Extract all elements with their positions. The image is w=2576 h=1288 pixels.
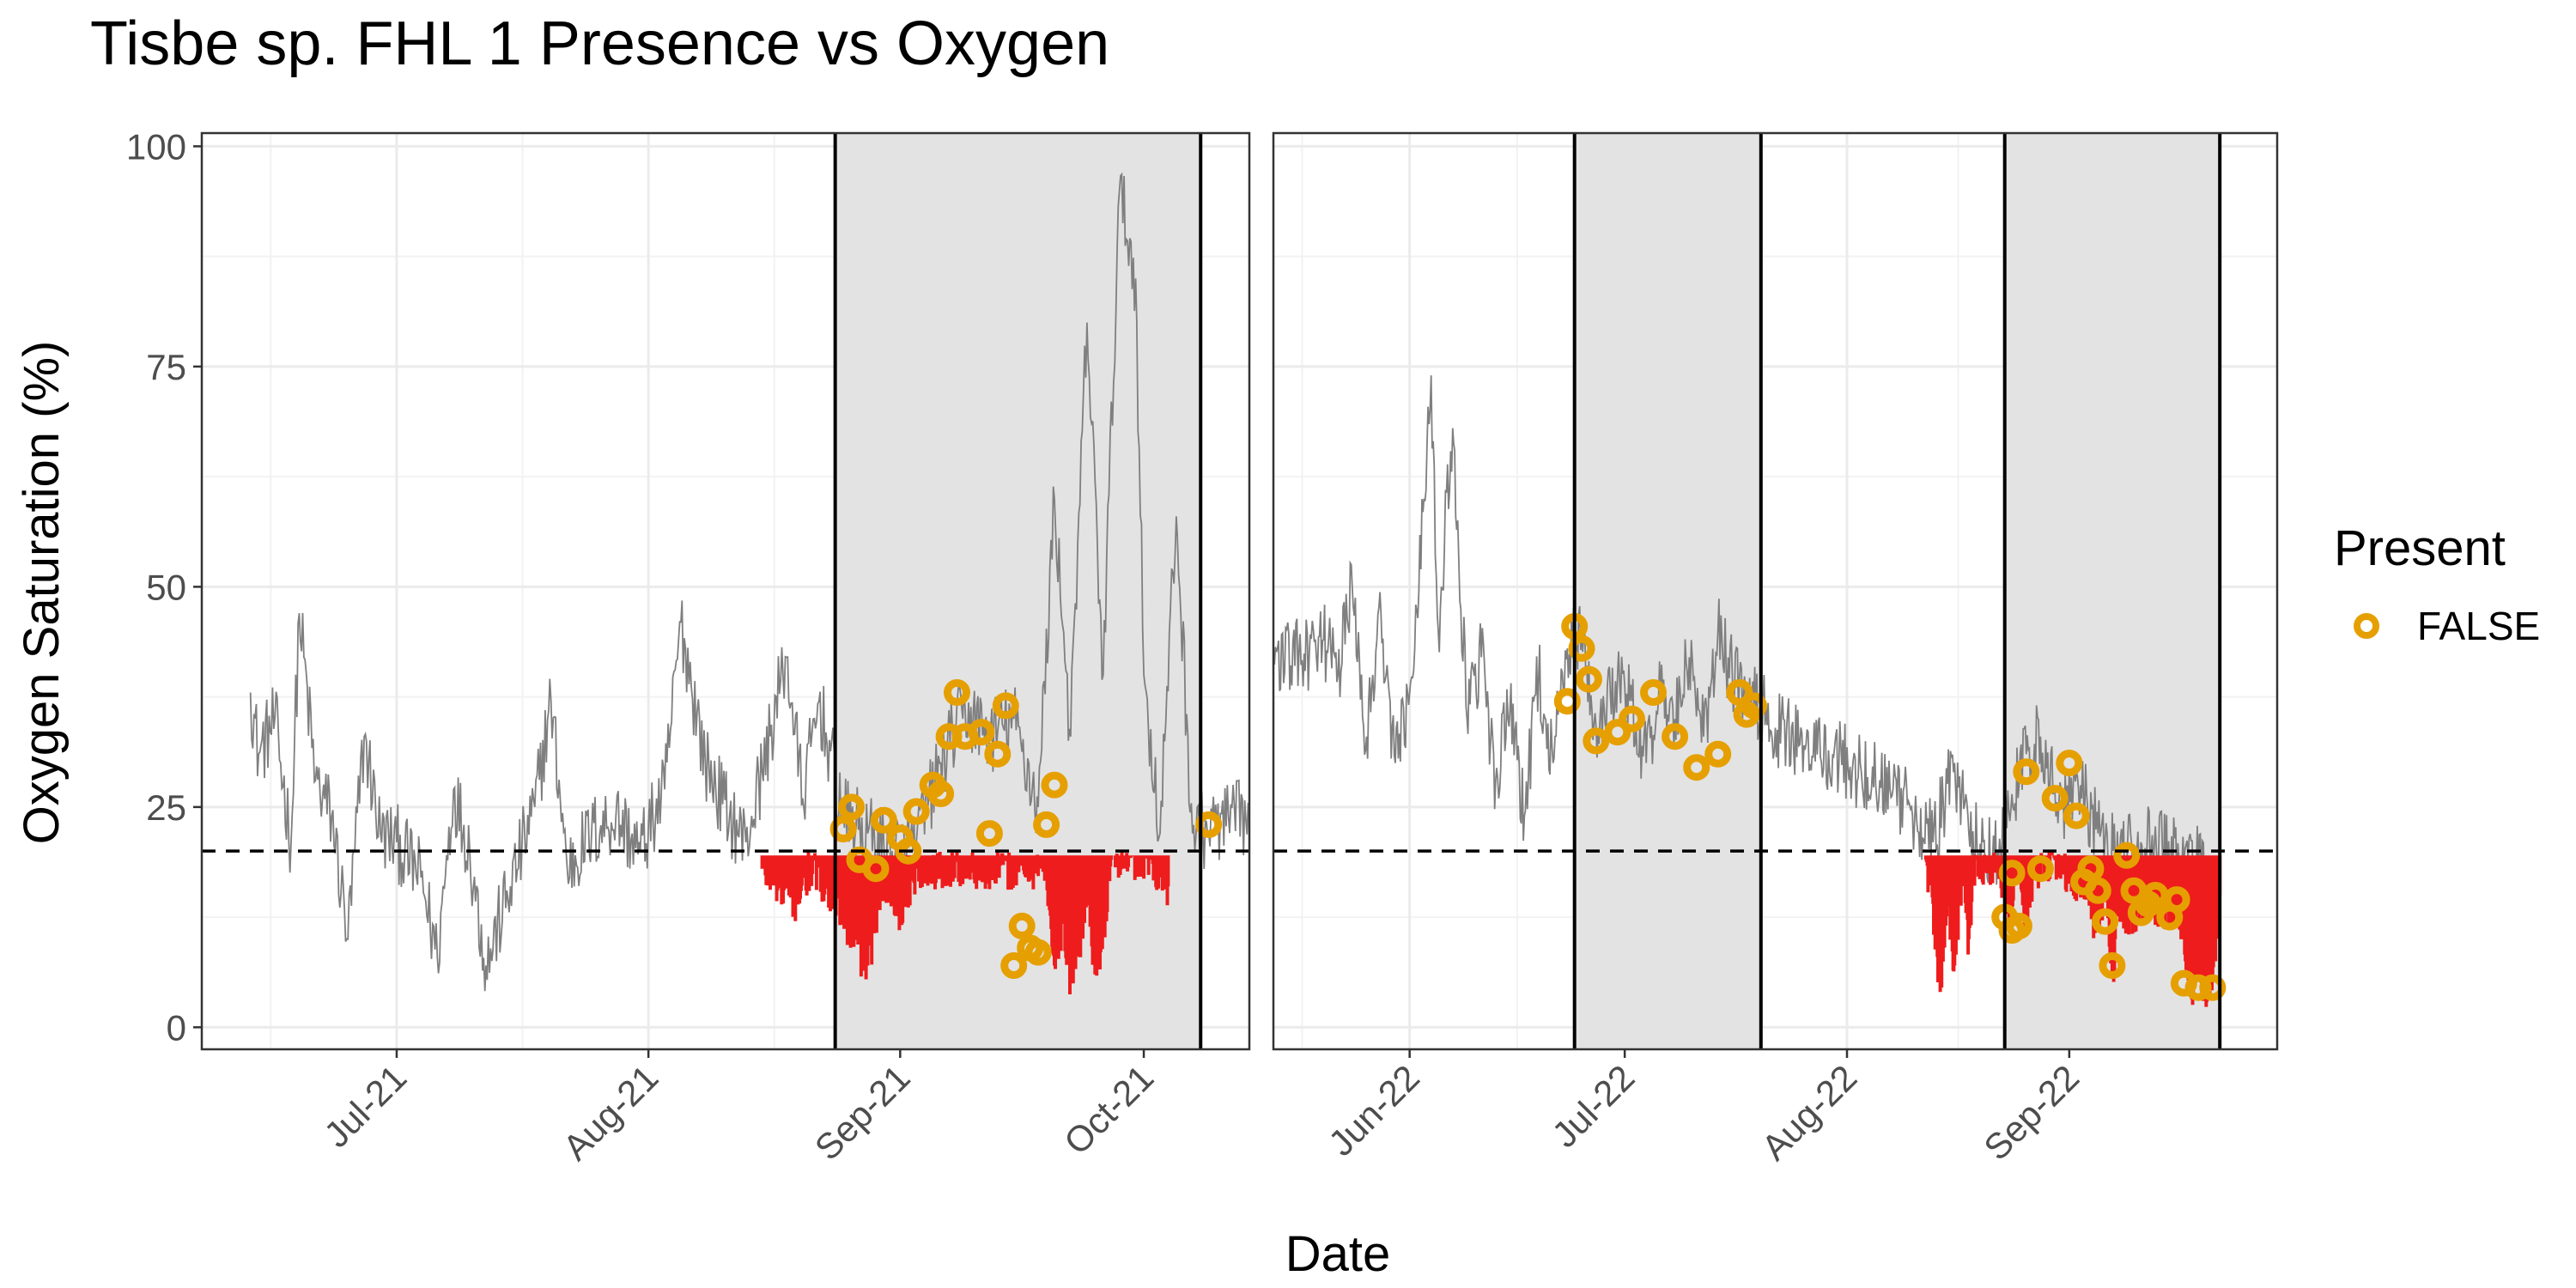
present-false-point <box>2084 877 2111 904</box>
present-false-point <box>975 820 1003 848</box>
present-false-point <box>1604 719 1631 746</box>
y-tick-label: 75 <box>146 347 186 387</box>
present-false-point <box>902 798 930 825</box>
present-false-point <box>1024 939 1052 966</box>
present-false-point <box>1553 688 1581 715</box>
present-false-point <box>2041 785 2069 812</box>
present-false-point <box>984 740 1012 768</box>
present-false-point <box>1619 705 1645 732</box>
panel-1: 0 25 50 75 100 Jul-21 Aug-21 Sep-21 Oct-21 <box>126 126 1251 1168</box>
legend: Present FALSE <box>2334 520 2540 648</box>
present-false-point <box>927 781 955 807</box>
y-tick-label: 100 <box>126 126 186 167</box>
shaded-period <box>1574 133 1761 1049</box>
present-false-point <box>2077 855 2105 883</box>
present-false-point <box>2184 974 2212 1001</box>
present-false-point <box>1575 665 1602 693</box>
legend-key-present-false <box>2354 613 2379 639</box>
present-false-point <box>968 719 995 746</box>
oxygen-line <box>249 172 1249 992</box>
y-tick-label: 50 <box>146 567 186 607</box>
present-false-point <box>1041 771 1068 799</box>
present-false-point <box>2199 974 2227 1001</box>
present-false-point <box>1640 679 1667 706</box>
present-false-point <box>2063 802 2090 829</box>
present-false-point <box>895 837 922 865</box>
x-axis-title: Date <box>1285 1226 1391 1282</box>
oxygen-line <box>1273 375 2207 901</box>
x-tick-label: Jul-22 <box>1544 1057 1642 1155</box>
x-tick-label: Aug-21 <box>556 1057 666 1168</box>
present-false-point <box>1008 912 1036 939</box>
present-false-point <box>870 806 897 834</box>
present-false-point <box>862 855 890 883</box>
present-false-point <box>1000 952 1028 979</box>
present-false-point <box>1662 723 1689 750</box>
low-oxygen-marks <box>760 851 1170 994</box>
present-false-point <box>1726 679 1753 706</box>
present-false-point <box>1998 860 2026 887</box>
x-tick-label: Sep-21 <box>807 1057 918 1168</box>
present-false-point <box>2099 952 2126 979</box>
present-false-point <box>1583 727 1610 755</box>
present-false-point <box>2092 908 2119 935</box>
y-tick-label: 25 <box>146 787 186 828</box>
x-tick-label: Jul-21 <box>316 1057 414 1155</box>
legend-title: Present <box>2334 520 2506 576</box>
x-tick-label: Sep-22 <box>1976 1057 2087 1168</box>
present-false-point <box>838 793 866 821</box>
present-false-point <box>2005 912 2032 939</box>
present-false-point <box>1033 811 1060 838</box>
present-false-point <box>992 692 1019 720</box>
panel-border <box>200 131 1251 1051</box>
present-false-point <box>2013 758 2040 786</box>
present-false-point <box>2026 855 2054 883</box>
plot-area <box>249 172 1249 994</box>
x-tick-label: Jun-22 <box>1321 1057 1427 1163</box>
panel-2: Jun-22 Jul-22 Aug-22 Sep-22 <box>1272 131 2279 1168</box>
shaded-period <box>835 133 1201 1049</box>
present-false-point <box>2163 886 2190 914</box>
present-false-point <box>944 679 970 706</box>
present-false-point <box>1683 754 1710 781</box>
present-false-point <box>2113 841 2141 869</box>
legend-label-false: FALSE <box>2417 604 2540 648</box>
panel-border <box>1272 131 2279 1051</box>
present-false-point <box>1568 635 1595 662</box>
y-tick-label: 0 <box>167 1007 186 1048</box>
present-false-point <box>2056 750 2083 777</box>
present-false-point <box>1704 740 1732 768</box>
present-false-point <box>1741 692 1767 720</box>
x-tick-label: Aug-22 <box>1753 1057 1864 1168</box>
chart-title: Tisbe sp. FHL 1 Presence vs Oxygen <box>90 9 1109 78</box>
chart-panels: 0 25 50 75 100 Jul-21 Aug-21 Sep-21 Oct-21 Jun-22… <box>126 126 2279 1168</box>
y-axis-title: Oxygen Saturation (%) <box>14 341 70 845</box>
plot-area <box>1273 375 2227 1007</box>
x-tick-label: Oct-21 <box>1056 1057 1161 1162</box>
